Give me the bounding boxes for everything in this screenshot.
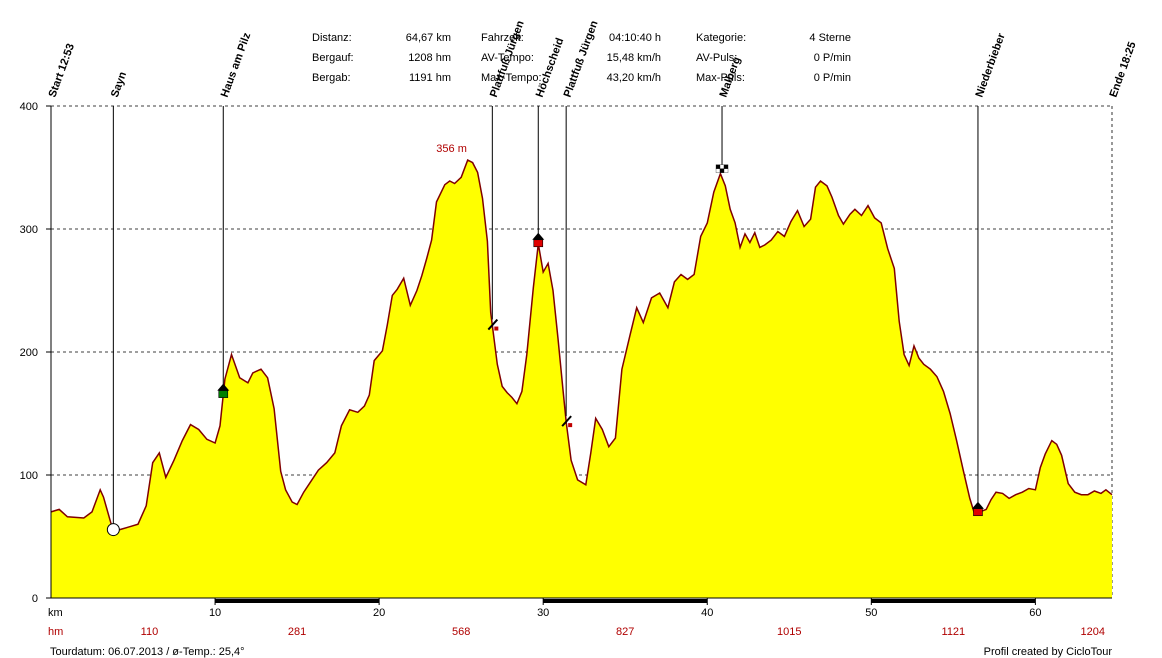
house-icon: [218, 390, 229, 398]
checkered-flag-icon: [723, 164, 729, 169]
cumulative-hm-label: 1204: [1081, 626, 1105, 638]
checkered-flag-icon: [715, 164, 721, 169]
waypoint-label: Niederbieber: [974, 31, 1009, 99]
checkered-flag-icon: [719, 168, 725, 173]
stat-label: AV-Puls:: [696, 52, 737, 64]
stat-value: 64,67 km: [406, 32, 451, 44]
stat-value: 0 P/min: [814, 52, 851, 64]
waypoint-label: Start 12:53: [47, 42, 78, 99]
x-tick-label: 60: [1029, 607, 1041, 619]
stat-label: Distanz:: [312, 32, 352, 44]
x-axis-band: [871, 599, 1036, 603]
x-axis-unit: km: [48, 607, 63, 619]
elevation-area: [51, 160, 1112, 598]
cumulative-hm-label: 1121: [942, 626, 966, 638]
x-axis-band: [215, 599, 380, 603]
wrench-head-icon: [494, 326, 499, 331]
house-icon: [973, 508, 983, 517]
stat-label: Kategorie:: [696, 32, 746, 44]
stat-label: Fahrzeit:: [481, 32, 524, 44]
stat-value: 4 Sterne: [809, 32, 851, 44]
waypoint-label: Haus am Pilz: [219, 31, 254, 99]
y-tick-label: 200: [20, 347, 38, 359]
house-roof-icon: [532, 232, 545, 240]
stat-value: 43,20 km/h: [607, 72, 661, 84]
house-icon: [533, 239, 544, 248]
x-tick-label: 10: [209, 607, 221, 619]
x-tick-label: 20: [373, 607, 385, 619]
max-elevation-label: 356 m: [436, 143, 467, 155]
waypoint-label: Höchscheid: [534, 36, 567, 99]
y-tick-label: 400: [20, 101, 38, 113]
stat-label: AV-Tempo:: [481, 52, 534, 64]
waypoint-label: Ende 18:25: [1108, 40, 1139, 99]
stats-block: Distanz: 64,67 km Bergauf: 1208 hm Bergab: 11…: [312, 32, 851, 84]
stat-value: 1191 hm: [409, 72, 451, 84]
y-tick-label: 300: [20, 224, 38, 236]
cumulative-hm-label: 281: [288, 626, 306, 638]
wrench-icon: [487, 318, 499, 331]
stat-value: 04:10:40 h: [609, 32, 661, 44]
waypoint-label: Plattfuß Jürgen: [562, 19, 601, 99]
stat-value: 0 P/min: [814, 72, 851, 84]
x-axis-band: [543, 599, 708, 603]
stat-label: Max-Tempo:: [481, 72, 542, 84]
waypoint-label: Sayn: [109, 70, 129, 99]
created-by-label: Profil created by CicloTour: [984, 646, 1113, 658]
tour-date-label: Tourdatum: 06.07.2013 / ø-Temp.: 25,4°: [50, 646, 245, 658]
checkered-flag-icon: [715, 168, 721, 173]
elevation-line: [50, 159, 1113, 533]
x-tick-label: 30: [537, 607, 549, 619]
wrench-icon: [561, 415, 572, 427]
stat-label: Bergauf:: [312, 52, 354, 64]
house-roof-icon: [971, 501, 984, 509]
y-tick-label: 100: [20, 470, 38, 482]
axes: 0 100 200 300 400 10 20 30 40 50 60 km hm 110 281 568 82…: [20, 101, 1112, 638]
cumulative-hm-label: 110: [141, 626, 159, 638]
cumulative-hm-label: 568: [452, 626, 470, 638]
stat-label: Max-Puls:: [696, 72, 745, 84]
checkered-flag-icon: [723, 168, 729, 173]
stopwatch-icon: [106, 523, 120, 537]
house-roof-icon: [217, 383, 230, 391]
stat-value: 1208 hm: [408, 52, 451, 64]
stat-value: 15,48 km/h: [607, 52, 661, 64]
checkered-flag-icon: [719, 164, 725, 169]
hm-axis-unit: hm: [48, 626, 63, 638]
cumulative-hm-label: 1015: [777, 626, 801, 638]
x-tick-label: 40: [701, 607, 713, 619]
x-tick-label: 50: [865, 607, 877, 619]
y-tick-label: 0: [32, 593, 38, 605]
wrench-head-icon: [568, 423, 573, 428]
stat-label: Bergab:: [312, 72, 351, 84]
cumulative-hm-label: 827: [616, 626, 634, 638]
